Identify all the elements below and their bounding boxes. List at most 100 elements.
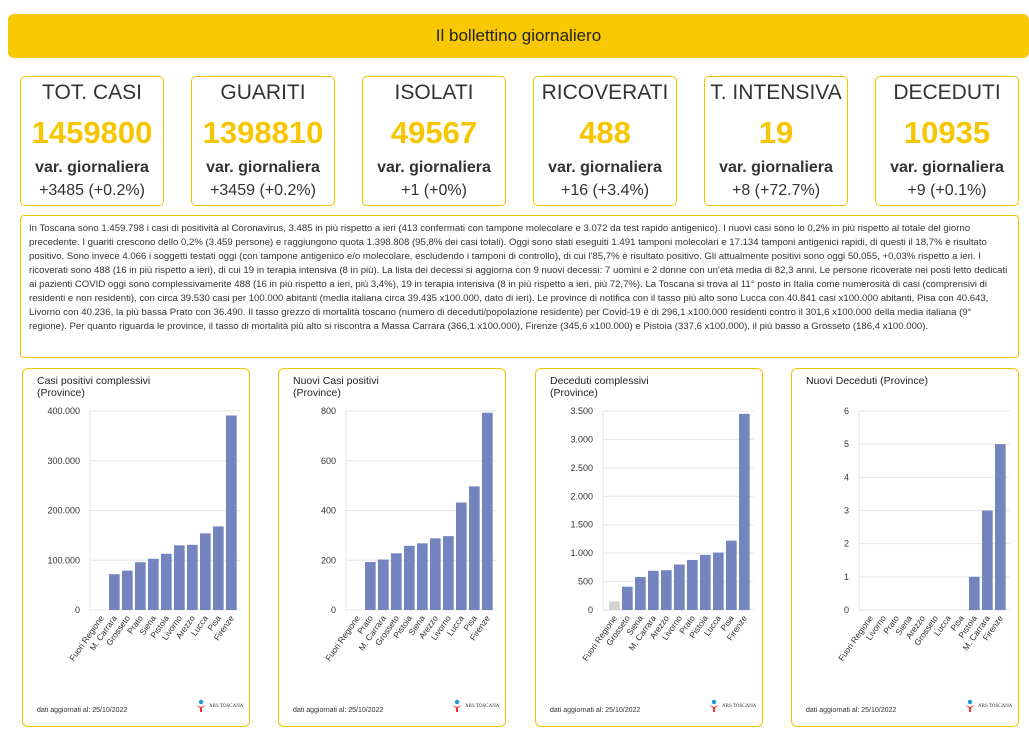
stat-card-ricoverati: RICOVERATI 488 var. giornaliera +16 (+3.… (533, 76, 677, 206)
stat-card-deceduti: DECEDUTI 10935 var. giornaliera +9 (+0.1… (875, 76, 1019, 206)
stat-var-value: +3459 (+0.2%) (210, 182, 316, 199)
bar (482, 412, 493, 610)
stat-card-tot-casi: TOT. CASI 1459800 var. giornaliera +3485… (20, 76, 164, 206)
y-tick-label: 600 (321, 456, 336, 466)
y-tick-label: 0 (75, 605, 80, 615)
bar (726, 540, 737, 610)
logo-text: ARS TOSCANA (978, 703, 1013, 709)
stat-value: 1398810 (202, 115, 324, 150)
updated-date: dati aggiornati al: 25/10/2022 (806, 707, 897, 714)
bar (700, 554, 711, 610)
stat-var-label: var. giornaliera (719, 159, 833, 176)
bar (969, 576, 980, 610)
stat-value: 488 (579, 115, 631, 150)
bar (430, 538, 441, 610)
chart-title: Nuovi Deceduti (Province) (806, 375, 928, 387)
y-tick-label: 1 (844, 572, 849, 582)
stat-value: 1459800 (31, 115, 153, 150)
bar (982, 510, 993, 610)
bar (135, 562, 146, 610)
bulletin-title-bar: Il bollettino giornaliero (8, 14, 1029, 58)
bar (226, 415, 237, 610)
stat-label: ISOLATI (394, 81, 474, 104)
y-tick-label: 6 (844, 406, 849, 416)
chart-title: Nuovi Casi positivi (Province) (293, 375, 379, 399)
bulletin-title: Il bollettino giornaliero (435, 26, 602, 45)
updated-date: dati aggiornati al: 25/10/2022 (37, 707, 128, 714)
y-tick-label: 0 (588, 605, 593, 615)
stat-label: DECEDUTI (893, 81, 1001, 104)
bar (174, 545, 185, 610)
bar (456, 502, 467, 610)
chart-title: Casi positivi complessivi (Province) (37, 375, 151, 399)
bar (739, 413, 750, 610)
y-tick-label: 500 (578, 577, 593, 587)
y-tick-label: 2 (844, 539, 849, 549)
chart-svg: 05001.0001.5002.0002.5003.0003.500Fuori … (570, 406, 754, 663)
bar (122, 570, 133, 610)
bar (713, 552, 724, 610)
bar (187, 544, 198, 610)
x-tick-label: Fuori Regione (323, 613, 362, 663)
bar (469, 486, 480, 610)
y-tick-label: 1.000 (570, 548, 593, 558)
ars-logo: ARS TOSCANA (451, 699, 499, 713)
stat-label: TOT. CASI (42, 81, 142, 104)
ars-logo: ARS TOSCANA (964, 699, 1012, 713)
stat-var-value: +8 (+72.7%) (731, 182, 821, 199)
bar (404, 545, 415, 610)
stat-var-value: +1 (+0%) (401, 182, 467, 199)
chart-panel-nuovi-casi: 0 200 400 600 800 Fuori Regione Prato M. Carrar… (278, 368, 506, 727)
bar (674, 564, 685, 610)
stat-var-label: var. giornaliera (377, 159, 491, 176)
logo-text: ARS TOSCANA (465, 703, 500, 709)
bar (161, 553, 172, 610)
updated-date: dati aggiornati al: 25/10/2022 (293, 707, 384, 714)
y-tick-label: 400 (321, 506, 336, 516)
y-tick-label: 100.000 (47, 555, 80, 565)
y-tick-label: 200.000 (47, 506, 80, 516)
stat-var-label: var. giornaliera (206, 159, 320, 176)
y-tick-label: 400.000 (47, 406, 80, 416)
stat-var-value: +3485 (+0.2%) (39, 182, 145, 199)
bar (109, 574, 120, 610)
ars-logo: ARS TOSCANA (195, 699, 243, 713)
y-tick-label: 2.000 (570, 491, 593, 501)
y-tick-label: 5 (844, 439, 849, 449)
stat-label: GUARITI (220, 81, 306, 104)
stat-card-t-intensiva: T. INTENSIVA 19 var. giornaliera +8 (+72… (704, 76, 848, 206)
bar (443, 536, 454, 610)
bar (661, 570, 672, 610)
ars-logo-icon (196, 699, 206, 712)
bar (995, 444, 1006, 610)
y-tick-label: 0 (331, 605, 336, 615)
bar (148, 558, 159, 610)
y-tick-label: 4 (844, 472, 849, 482)
chart-panel-deceduti-complessivi: 0 500 1.000 1.500 2.000 2.500 3.000 3.500 Fuori … (535, 368, 763, 727)
bar (200, 533, 211, 610)
stat-value: 10935 (903, 115, 991, 150)
stat-var-value: +9 (+0.1%) (907, 182, 987, 199)
y-tick-label: 3.000 (570, 434, 593, 444)
stat-card-guariti: GUARITI 1398810 var. giornaliera +3459 (… (191, 76, 335, 206)
bar (417, 543, 428, 610)
bar (391, 553, 402, 610)
summary-box: In Toscana sono 1.459.798 i casi di posi… (20, 215, 1019, 358)
y-tick-label: 200 (321, 555, 336, 565)
stat-var-label: var. giornaliera (35, 159, 149, 176)
ars-logo-icon (709, 699, 719, 712)
y-tick-label: 3.500 (570, 406, 593, 416)
logo-text: ARS TOSCANA (209, 703, 244, 709)
bar (687, 559, 698, 610)
logo-text: ARS TOSCANA (722, 703, 757, 709)
y-tick-label: 0 (844, 605, 849, 615)
ars-logo-icon (965, 699, 975, 712)
stat-value: 49567 (390, 115, 478, 150)
y-tick-label: 2.500 (570, 463, 593, 473)
summary-text: In Toscana sono 1.459.798 i casi di posi… (29, 223, 1008, 332)
stat-label: T. INTENSIVA (710, 81, 842, 104)
chart-panel-nuovi-deceduti: 0 1 2 3 4 5 6 Fuori Regione Livorno Prato Siena Are… (791, 368, 1019, 727)
